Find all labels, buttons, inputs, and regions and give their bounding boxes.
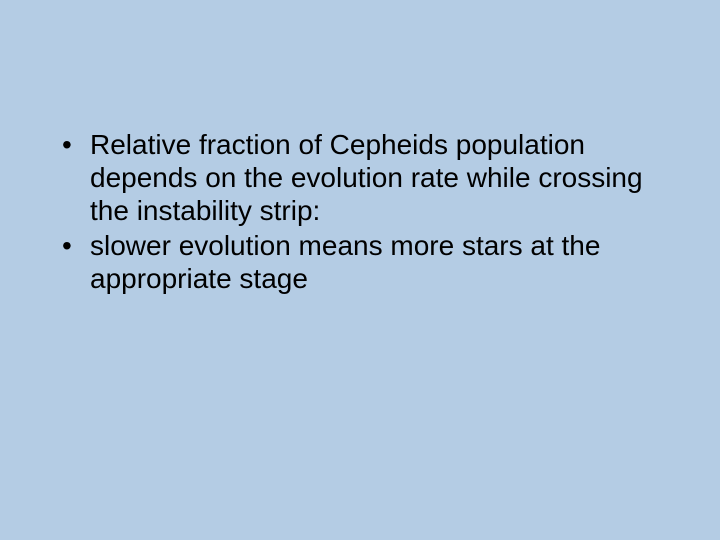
bullet-text: slower evolution means more stars at the… <box>90 230 600 294</box>
bullet-item: Relative fraction of Cepheids population… <box>58 128 662 227</box>
bullet-list: Relative fraction of Cepheids population… <box>58 128 662 295</box>
bullet-text: Relative fraction of Cepheids population… <box>90 129 643 226</box>
slide: Relative fraction of Cepheids population… <box>0 0 720 540</box>
bullet-item: slower evolution means more stars at the… <box>58 229 662 295</box>
